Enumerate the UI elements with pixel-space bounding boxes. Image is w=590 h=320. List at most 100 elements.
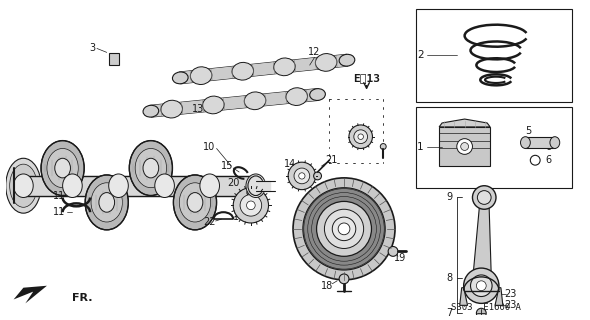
Text: 22: 22 [204,217,216,227]
Circle shape [332,217,356,241]
Circle shape [324,209,363,248]
Ellipse shape [232,62,254,80]
Circle shape [388,246,398,256]
Ellipse shape [14,174,33,197]
Ellipse shape [9,164,37,207]
Circle shape [477,191,491,204]
Circle shape [464,268,499,303]
Polygon shape [460,288,467,305]
Bar [415,9,572,102]
Text: 3: 3 [89,44,95,53]
Polygon shape [439,119,490,127]
Text: 8: 8 [446,273,452,283]
Ellipse shape [339,54,355,66]
Text: 7: 7 [446,308,452,318]
Circle shape [288,162,316,190]
Circle shape [299,173,305,179]
Ellipse shape [244,92,266,110]
Text: 1: 1 [417,142,424,153]
Circle shape [457,139,473,154]
Ellipse shape [179,183,211,222]
Text: 13: 13 [192,104,204,114]
Text: 10: 10 [202,141,215,151]
Ellipse shape [316,53,337,71]
Ellipse shape [91,183,123,222]
Ellipse shape [274,58,295,76]
Ellipse shape [85,175,128,230]
Ellipse shape [41,140,84,196]
Ellipse shape [248,176,264,196]
Circle shape [338,223,350,235]
Text: 19: 19 [394,253,406,263]
Text: 11: 11 [53,190,65,201]
Ellipse shape [202,96,224,114]
Circle shape [317,201,372,256]
Circle shape [473,186,496,209]
Circle shape [349,125,372,148]
Circle shape [381,144,386,149]
Bar [439,127,490,166]
Ellipse shape [310,89,325,100]
Text: 23: 23 [504,289,517,299]
Text: 5: 5 [525,126,532,136]
Ellipse shape [55,158,70,178]
Circle shape [476,308,486,318]
Bar [109,53,119,65]
Ellipse shape [129,140,172,196]
Ellipse shape [143,158,159,178]
Text: 11: 11 [53,207,65,217]
Text: 9: 9 [446,193,452,203]
Ellipse shape [172,72,188,84]
Text: 17: 17 [233,212,245,222]
Text: 6: 6 [545,155,551,165]
Ellipse shape [200,174,219,197]
Circle shape [314,172,322,180]
Text: 2: 2 [417,50,424,60]
Polygon shape [473,207,491,271]
Text: FR.: FR. [73,292,93,302]
Text: 23: 23 [504,300,517,310]
Circle shape [358,134,363,140]
Ellipse shape [63,174,82,197]
Ellipse shape [286,88,307,106]
Ellipse shape [135,148,166,188]
Circle shape [293,178,395,280]
Text: 20: 20 [227,178,240,188]
Ellipse shape [191,67,212,84]
Circle shape [240,195,261,216]
Ellipse shape [47,148,78,188]
Circle shape [461,143,468,150]
Text: 16: 16 [309,240,321,250]
Text: 6: 6 [545,141,551,151]
Ellipse shape [99,193,114,212]
Ellipse shape [155,174,175,197]
Ellipse shape [550,137,560,148]
Circle shape [247,189,255,196]
Polygon shape [495,288,503,305]
Bar [526,137,555,148]
Ellipse shape [173,175,217,230]
Circle shape [354,130,368,144]
Text: 15: 15 [221,161,234,171]
Circle shape [303,188,385,270]
Ellipse shape [143,105,159,117]
Text: 12: 12 [309,47,321,57]
Ellipse shape [187,193,203,212]
Circle shape [476,281,486,291]
Polygon shape [180,54,348,84]
Ellipse shape [109,174,128,197]
Ellipse shape [161,100,182,118]
Ellipse shape [6,158,41,213]
Bar [415,107,572,188]
Circle shape [247,201,255,210]
Polygon shape [14,286,47,303]
Polygon shape [150,89,318,117]
Circle shape [233,188,268,223]
Text: E－13: E－13 [353,73,380,83]
Text: 18: 18 [321,281,333,291]
Circle shape [294,168,310,184]
Ellipse shape [246,174,266,197]
Ellipse shape [520,137,530,148]
Text: 14: 14 [284,159,296,169]
Text: S303  E1600 A: S303 E1600 A [451,303,521,312]
